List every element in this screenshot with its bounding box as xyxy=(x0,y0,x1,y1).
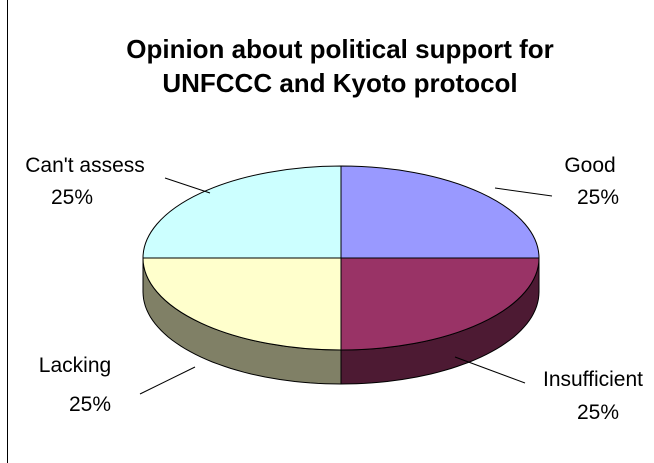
pie-slice-can-t-assess xyxy=(142,165,342,259)
slice-value-insufficient: 25% xyxy=(577,401,619,424)
pie-slice-lacking xyxy=(142,257,342,351)
left-border-line xyxy=(7,0,8,463)
pie-group xyxy=(142,165,540,385)
pie-slice-insufficient xyxy=(340,257,540,351)
slice-value-lacking: 25% xyxy=(69,393,111,416)
pie-slice-good xyxy=(340,165,540,259)
slice-value-can-t-assess: 25% xyxy=(51,186,93,209)
slice-label-good: Good xyxy=(564,154,615,177)
chart-title-line-1: Opinion about political support for xyxy=(126,34,554,64)
leader-line-lacking xyxy=(139,366,196,395)
slice-value-good: 25% xyxy=(577,186,619,209)
label-group: Good 25% Insufficient 25% Lacking 25% Can't as… xyxy=(25,154,643,424)
leader-line-good xyxy=(494,187,553,197)
chart-title-line-2: UNFCCC and Kyoto protocol xyxy=(162,68,517,98)
leader-line-insufficient xyxy=(454,356,526,384)
slice-label-lacking: Lacking xyxy=(39,354,111,377)
leader-line-can-t-assess xyxy=(164,177,211,194)
slice-label-insufficient: Insufficient xyxy=(543,368,643,391)
slice-label-can-t-assess: Can't assess xyxy=(25,154,145,177)
